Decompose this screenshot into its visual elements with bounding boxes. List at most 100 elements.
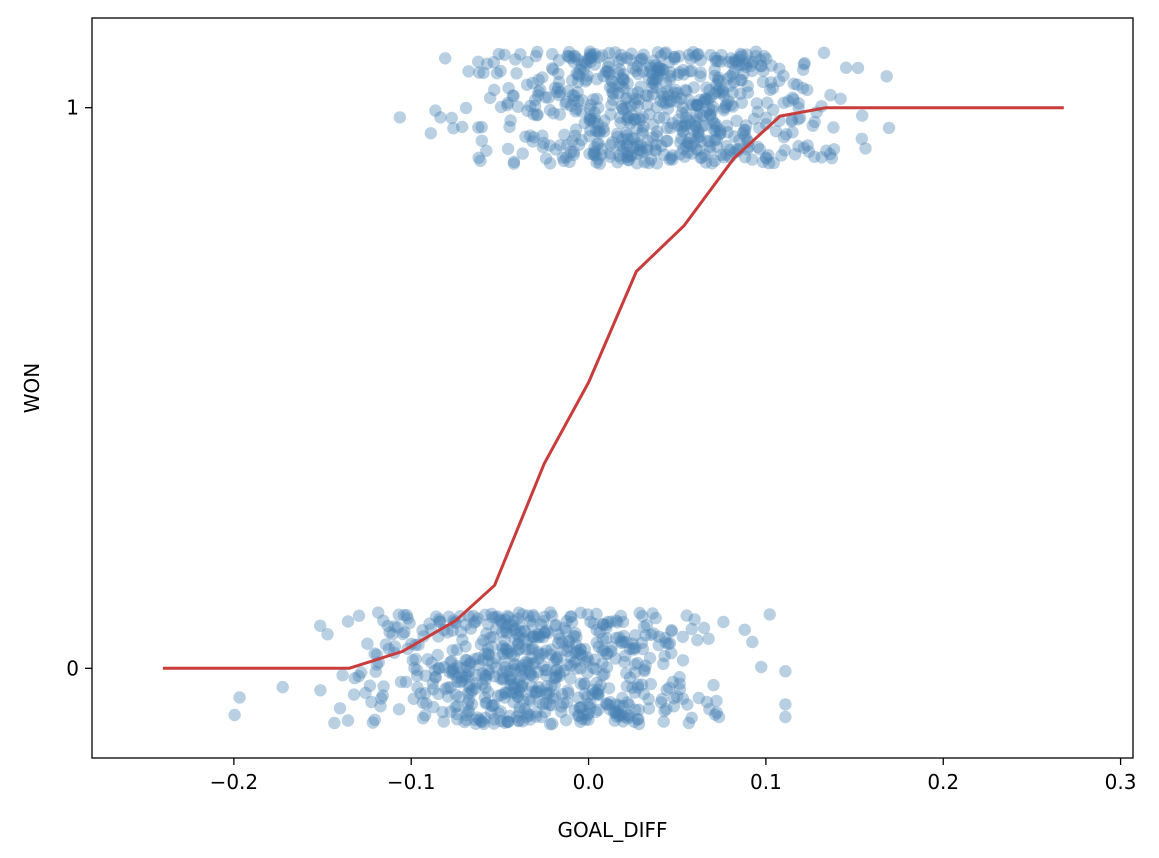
scatter-point [544, 157, 557, 170]
scatter-point [703, 84, 716, 97]
scatter-point [626, 637, 639, 650]
scatter-point [734, 47, 747, 61]
scatter-point [540, 669, 553, 682]
scatter-point [616, 144, 629, 157]
scatter-point [501, 715, 515, 729]
scatter-point [429, 671, 442, 684]
scatter-point [538, 626, 552, 639]
scatter-point [544, 648, 558, 661]
scatter-point [856, 109, 869, 122]
scatter-point [785, 115, 798, 128]
scatter-point [802, 145, 816, 158]
scatter-point [590, 156, 603, 169]
scatter-point [659, 636, 672, 649]
scatter-point [632, 67, 645, 81]
scatter-point [741, 79, 754, 93]
scatter-point [590, 607, 603, 621]
scatter-point [463, 664, 476, 678]
scatter-point [723, 143, 736, 157]
scatter-point [785, 113, 799, 127]
scatter-point [597, 618, 610, 631]
scatter-point [684, 53, 697, 66]
scatter-point [730, 114, 743, 128]
scatter-point [519, 655, 533, 669]
scatter-point [614, 152, 628, 165]
scatter-point [708, 69, 721, 83]
scatter-point [482, 686, 495, 699]
scatter-point [399, 675, 413, 689]
scatter-point [531, 45, 544, 59]
scatter-point [651, 125, 664, 138]
scatter-point [400, 609, 413, 622]
scatter-point [680, 84, 693, 98]
scatter-point [565, 610, 578, 623]
scatter-point [581, 52, 595, 66]
scatter-point [553, 108, 566, 121]
scatter-point [581, 651, 594, 664]
scatter-point [501, 626, 514, 640]
scatter-point [612, 699, 626, 712]
scatter-point [276, 680, 289, 694]
scatter-point [653, 60, 666, 74]
scatter-point [637, 120, 650, 133]
scatter-point [575, 649, 588, 662]
scatter-point [584, 52, 597, 65]
scatter-point [578, 677, 591, 690]
scatter-point [694, 151, 707, 165]
scatter-point [447, 662, 460, 676]
scatter-point [432, 662, 445, 675]
scatter-point [458, 715, 471, 729]
scatter-point [628, 658, 642, 671]
scatter-point [605, 640, 618, 654]
scatter-point [480, 669, 493, 683]
scatter-point [451, 671, 464, 684]
scatter-point [368, 647, 381, 660]
scatter-point [647, 54, 660, 67]
scatter-point [808, 150, 821, 163]
scatter-point [659, 46, 673, 59]
scatter-point [336, 669, 349, 682]
scatter-point [880, 70, 893, 83]
scatter-point [530, 685, 544, 699]
scatter-point [511, 644, 525, 657]
scatter-point [631, 678, 645, 691]
x-tick-label: 0.2 [927, 770, 959, 794]
scatter-point [508, 633, 522, 647]
scatter-point [481, 647, 495, 660]
scatter-point [459, 640, 472, 653]
scatter-point [701, 134, 714, 147]
scatter-point [521, 710, 534, 723]
scatter-point [540, 688, 554, 701]
scatter-point [562, 45, 576, 59]
scatter-point [687, 46, 700, 59]
scatter-point [462, 704, 476, 717]
scatter-point [617, 82, 630, 95]
scatter-point [760, 111, 773, 125]
scatter-point [631, 656, 644, 670]
scatter-point [615, 636, 628, 650]
scatter-point [544, 606, 557, 619]
scatter-point [491, 689, 505, 703]
scatter-point [406, 654, 419, 667]
scatter-point [650, 157, 664, 170]
scatter-point [676, 125, 689, 138]
scatter-point [574, 63, 587, 76]
scatter-point [450, 707, 464, 721]
scatter-point [576, 94, 589, 107]
scatter-point [341, 615, 355, 628]
scatter-point [508, 681, 521, 694]
scatter-point [726, 67, 740, 80]
scatter-point [560, 614, 573, 628]
scatter-point [628, 97, 641, 110]
scatter-point [524, 99, 537, 113]
scatter-point [519, 130, 532, 143]
scatter-point [839, 61, 853, 74]
scatter-point [663, 55, 676, 69]
scatter-point [592, 689, 605, 702]
scatter-point [587, 683, 600, 697]
scatter-point [824, 88, 837, 102]
scatter-point [652, 61, 665, 75]
scatter-point [714, 124, 727, 137]
scatter-point [538, 706, 552, 719]
scatter-point [589, 149, 602, 162]
